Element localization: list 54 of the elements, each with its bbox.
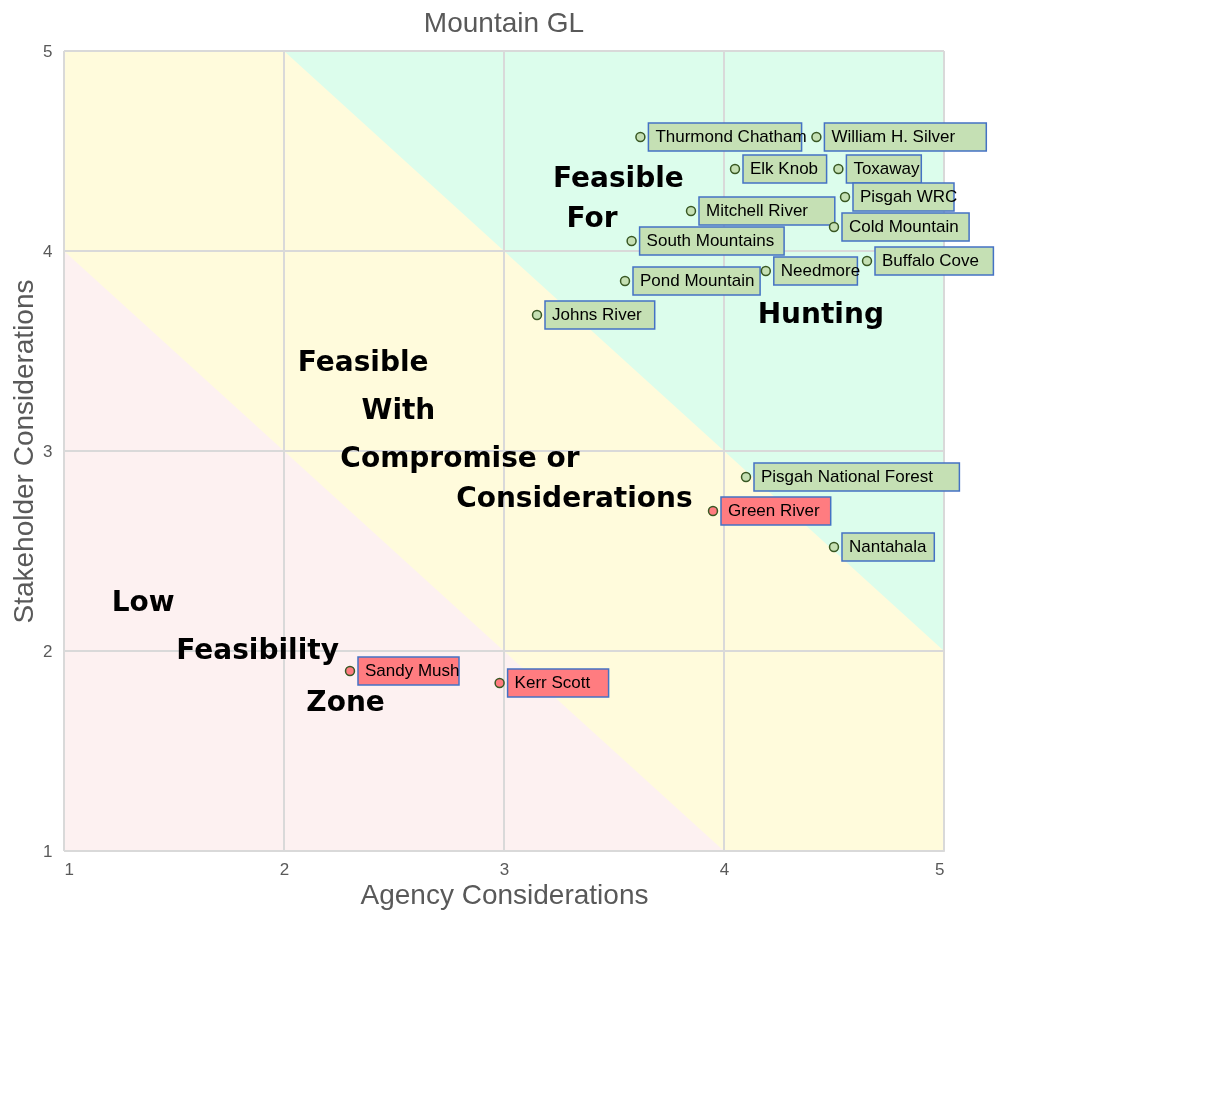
annotation: Low <box>111 585 175 618</box>
x-tick-label: 5 <box>935 859 945 879</box>
annotation: Feasibility <box>176 633 339 666</box>
annotation: Considerations <box>456 481 693 514</box>
data-label: Cold Mountain <box>849 217 959 236</box>
y-axis-title: Stakeholder Considerations <box>8 279 40 624</box>
point <box>828 541 840 553</box>
annotation: With <box>361 393 436 426</box>
y-tick-label: 4 <box>43 241 53 261</box>
point <box>685 205 697 217</box>
point <box>635 131 646 143</box>
data-label: Green River <box>728 501 820 520</box>
point <box>344 665 356 677</box>
y-tick-label: 3 <box>43 441 53 461</box>
annotation: For <box>566 201 618 234</box>
point <box>828 221 840 233</box>
data-label: Pisgah National Forest <box>761 467 934 486</box>
x-axis-title: Agency Considerations <box>360 878 649 910</box>
x-tick-label: 4 <box>719 859 730 879</box>
point <box>833 163 844 175</box>
point <box>729 163 741 175</box>
data-label: Kerr Scott <box>514 673 591 692</box>
annotation: Hunting <box>757 297 884 330</box>
point <box>839 191 851 203</box>
annotation: Zone <box>306 685 385 718</box>
point <box>531 309 543 321</box>
x-tick-label: 2 <box>279 859 290 879</box>
y-tick-label: 1 <box>43 841 53 861</box>
y-tick-label: 5 <box>43 41 53 61</box>
point <box>626 235 637 247</box>
data-label: Pond Mountain <box>640 271 755 290</box>
point <box>494 677 505 689</box>
point <box>619 275 631 287</box>
data-label: Johns River <box>552 305 643 324</box>
annotation: Feasible <box>553 161 684 194</box>
data-label: Toxaway <box>853 159 921 178</box>
point <box>861 255 873 267</box>
y-tick-label: 2 <box>43 641 53 661</box>
point <box>760 265 772 277</box>
data-label: Nantahala <box>849 537 928 556</box>
point <box>707 505 719 517</box>
annotation: Feasible <box>297 345 429 378</box>
data-label: Elk Knob <box>750 159 819 178</box>
data-label: Buffalo Cove <box>882 251 980 270</box>
chart-title: Mountain GL <box>423 7 585 38</box>
x-tick-label: 3 <box>499 859 510 879</box>
point <box>740 471 752 483</box>
data-label: South Mountains <box>646 231 775 250</box>
point <box>811 131 822 143</box>
x-tick-label: 1 <box>64 859 74 879</box>
annotation: Compromise or <box>340 441 580 474</box>
data-label: William H. Silver <box>831 127 956 146</box>
data-label: Mitchell River <box>706 201 809 220</box>
data-label: Pisgah WRC <box>860 187 958 206</box>
